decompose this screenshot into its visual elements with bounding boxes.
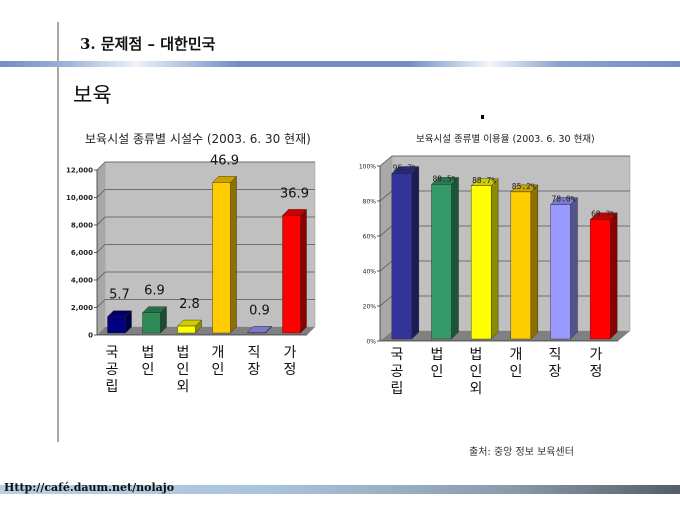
data-label: 46.9: [210, 153, 239, 168]
chart1-facilities: 0 2,000 4,000 6,000 8,000 10,000 12,000 5.7 6.9 2…: [66, 153, 316, 340]
source-note: 출처: 중앙 정보 보육센터: [469, 447, 574, 458]
footer-link[interactable]: Http://café.daum.net/nolajo: [4, 481, 175, 494]
y-tick-label: 6,000: [71, 249, 93, 257]
data-label: 6.9: [144, 284, 165, 299]
header-gradient-bar: [0, 61, 680, 67]
bar-가정: [589, 219, 611, 340]
y-tick-label: 10,000: [66, 194, 93, 202]
bar-개인: [212, 182, 231, 334]
bar-side: [451, 176, 459, 340]
bar-side: [530, 184, 539, 340]
data-label: 78.0%: [551, 195, 575, 204]
data-label: 88.7%: [472, 176, 496, 185]
gridline-side: [96, 189, 106, 198]
y-tick-label: 100%: [359, 164, 376, 171]
gridline-side: [96, 271, 106, 281]
divider-vertical: [57, 22, 59, 442]
bar-side: [609, 212, 618, 340]
data-label: 2.8: [179, 297, 200, 312]
gridline-side: [379, 155, 393, 167]
gridline-side: [96, 216, 106, 226]
slide-title: 3. 문제점 – 대한민국: [80, 35, 216, 53]
section-title: 보육: [73, 83, 112, 107]
data-label: 0.9: [249, 303, 270, 318]
y-tick-label: 40%: [363, 269, 377, 276]
chart2-usage-rate: 0% 20% 40% 60% 80% 100% 95.7% 89.5% 88.7% 85.2% 78…: [359, 155, 631, 346]
y-tick-label: 0: [88, 332, 93, 340]
gridline-side: [96, 161, 106, 171]
bar-법인: [431, 184, 452, 340]
data-label: 85.2%: [512, 182, 536, 191]
y-tick-label: 8,000: [71, 222, 93, 230]
bar-법인외: [470, 185, 492, 340]
chart1-title: 보육시설 종류별 시설수 (2003. 6. 30 현재): [85, 132, 311, 146]
y-tick-label: 20%: [363, 304, 377, 311]
gridline-side: [379, 225, 393, 237]
side-wall: [380, 156, 392, 341]
bar-가정: [282, 215, 301, 334]
y-tick-label: 4,000: [71, 277, 93, 285]
gridline-side: [96, 244, 106, 253]
bar-직장: [247, 332, 266, 334]
bar-개인: [510, 191, 532, 340]
bar-side: [411, 166, 420, 340]
y-tick-label: 80%: [363, 199, 377, 206]
data-label: 95.7%: [393, 164, 417, 173]
gridline-side: [379, 260, 393, 272]
data-label: 5.7: [109, 288, 130, 303]
gridline-side: [379, 295, 393, 307]
footer-bar: [0, 485, 680, 494]
bar-국공립: [391, 173, 413, 340]
y-tick-label: 2,000: [71, 304, 93, 312]
bar-직장: [550, 204, 571, 340]
chart2-title: 보육시설 종류별 이용율 (2003. 6. 30 현재): [416, 134, 595, 145]
dot-mark: [481, 115, 484, 119]
bar-side: [300, 208, 307, 334]
data-label: 69.3%: [591, 210, 615, 219]
bar-국공립: [107, 316, 126, 334]
bar-side: [490, 178, 499, 340]
bar-법인외: [177, 325, 196, 334]
gridline-side: [379, 190, 393, 202]
y-tick-label: 12,000: [66, 167, 93, 175]
bar-side: [230, 175, 237, 334]
bar-side: [570, 197, 578, 340]
gridline-side: [96, 299, 106, 308]
y-tick-label: 0%: [366, 339, 376, 346]
data-label: 36.9: [280, 186, 309, 201]
y-tick-label: 60%: [363, 234, 377, 241]
bar-법인: [142, 312, 161, 334]
data-label: 89.5%: [432, 174, 456, 183]
